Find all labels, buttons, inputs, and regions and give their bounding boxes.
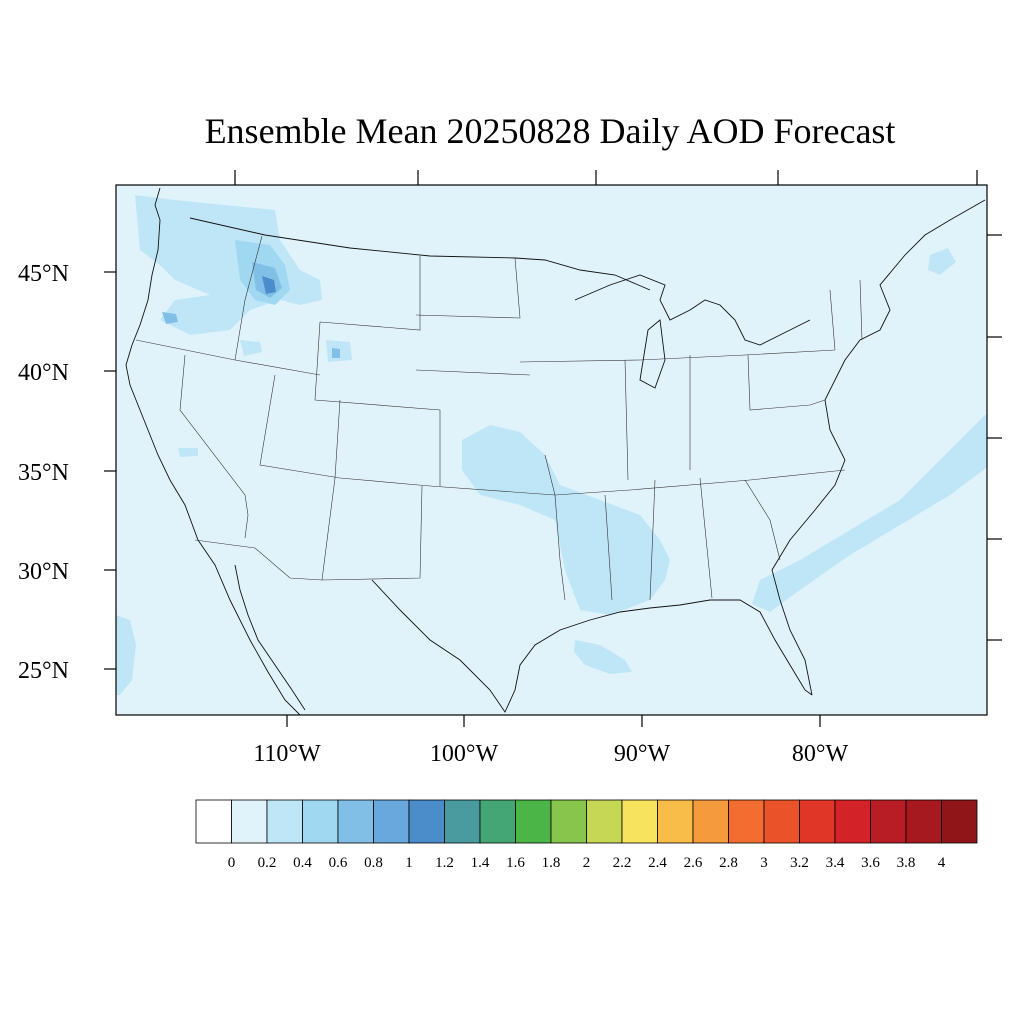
colorbar-swatch xyxy=(550,799,587,844)
aod-plume-atlantic xyxy=(752,413,987,612)
aod-plume-south-central xyxy=(462,425,670,615)
colorbar-tick-label: 3.6 xyxy=(861,855,880,871)
colorbar-swatch xyxy=(337,799,374,844)
colorbar-swatch xyxy=(763,799,800,844)
colorbar-tick-label: 2.8 xyxy=(719,855,738,871)
colorbar: 0 0.2 0.4 0.6 0.8 1 1.2 1.4 1.6 1.8 2 2.2 2.4 2.6 2.8 3… xyxy=(195,799,978,871)
colorbar-tick-label: 2 xyxy=(583,855,591,871)
lat-label-35: 35°N xyxy=(18,460,69,486)
state-border-lines xyxy=(135,235,863,601)
aod-plume-gulf xyxy=(574,640,632,674)
colorbar-swatch xyxy=(195,799,232,844)
map-title: Ensemble Mean 20250828 Daily AOD Forecas… xyxy=(204,111,896,151)
lat-label-45: 45°N xyxy=(18,261,69,287)
colorbar-swatch xyxy=(408,799,445,844)
colorbar-swatch xyxy=(657,799,694,844)
gulf-coastline xyxy=(371,579,813,713)
colorbar-swatch xyxy=(834,799,871,844)
tick-marks xyxy=(104,170,1002,727)
colorbar-tick-label: 3.8 xyxy=(897,855,916,871)
aod-plume-california-spot xyxy=(178,448,198,457)
colorbar-tick-label: 3.2 xyxy=(790,855,809,871)
aod-plume-idaho-spot xyxy=(240,340,262,356)
baja-coastline xyxy=(234,564,306,711)
colorbar-tick-label: 2.6 xyxy=(684,855,703,871)
colorbar-swatch xyxy=(515,799,552,844)
aod-plume-wyoming-core xyxy=(332,348,340,358)
colorbar-tick-label: 0.2 xyxy=(258,855,277,871)
colorbar-tick-label: 2.2 xyxy=(613,855,632,871)
aod-plume-montana-peak xyxy=(262,276,276,294)
great-lakes-outline xyxy=(574,274,811,389)
colorbar-tick-label: 0 xyxy=(228,855,236,871)
lon-label-100w: 100°W xyxy=(430,741,499,767)
colorbar-tick-label: 1.8 xyxy=(542,855,561,871)
lon-label-80w: 80°W xyxy=(792,741,849,767)
colorbar-tick-label: 2.4 xyxy=(648,855,667,871)
lon-label-110w: 110°W xyxy=(253,741,321,767)
aod-plume-pacific-edge xyxy=(116,615,136,695)
coastlines xyxy=(125,187,986,715)
colorbar-swatch xyxy=(621,799,658,844)
colorbar-swatch xyxy=(870,799,907,844)
colorbar-tick-label: 0.8 xyxy=(364,855,383,871)
colorbar-swatch xyxy=(941,799,978,844)
state-borders xyxy=(135,235,863,601)
lon-label-90w: 90°W xyxy=(614,741,671,767)
colorbar-swatch xyxy=(373,799,410,844)
pacific-coastline xyxy=(125,187,301,715)
colorbar-swatch xyxy=(266,799,303,844)
colorbar-swatch xyxy=(586,799,623,844)
colorbar-tick-label: 1.4 xyxy=(471,855,490,871)
colorbar-swatch xyxy=(728,799,765,844)
colorbar-swatch xyxy=(444,799,481,844)
colorbar-swatch xyxy=(231,799,268,844)
colorbar-tick-label: 0.6 xyxy=(329,855,348,871)
colorbar-tick-label: 1.2 xyxy=(435,855,454,871)
lat-label-30: 30°N xyxy=(18,559,69,585)
aod-plume-oregon-spot xyxy=(162,312,178,324)
lat-label-25: 25°N xyxy=(18,658,69,684)
map-frame xyxy=(115,184,988,716)
colorbar-swatch xyxy=(302,799,339,844)
lat-label-40: 40°N xyxy=(18,360,69,386)
colorbar-swatch xyxy=(692,799,729,844)
colorbar-tick-label: 1.6 xyxy=(506,855,525,871)
aod-plume-maritime xyxy=(928,248,956,275)
colorbar-tick-label: 0.4 xyxy=(293,855,312,871)
colorbar-swatch xyxy=(799,799,836,844)
colorbar-tick-label: 4 xyxy=(938,855,946,871)
colorbar-tick-label: 3 xyxy=(760,855,768,871)
aod-plumes xyxy=(116,195,987,695)
colorbar-swatch xyxy=(905,799,942,844)
colorbar-swatch xyxy=(479,799,516,844)
colorbar-tick-label: 3.4 xyxy=(826,855,845,871)
colorbar-tick-label: 1 xyxy=(405,855,413,871)
